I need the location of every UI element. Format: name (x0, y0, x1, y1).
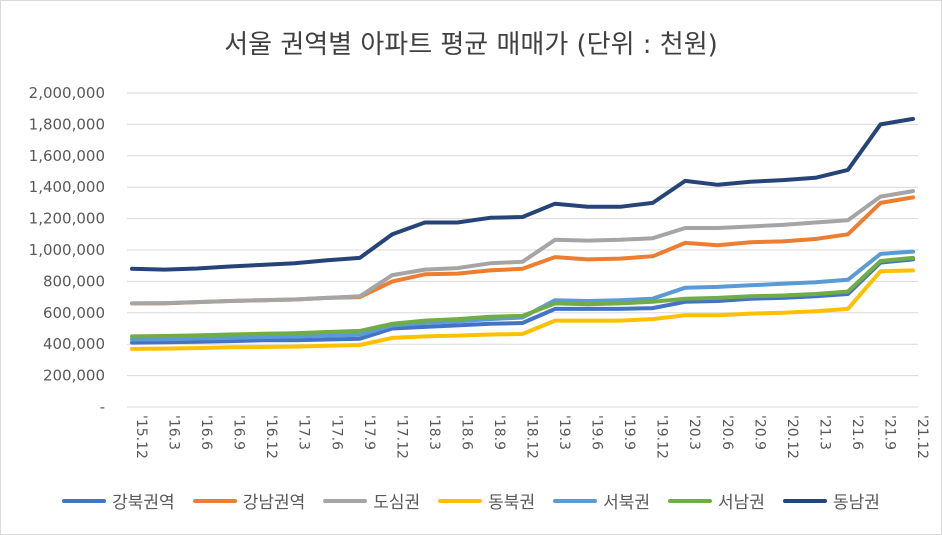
x-tick-label: '21.3 (816, 415, 832, 450)
legend-item: 도심권 (323, 488, 420, 513)
x-tick-label: '20.12 (784, 415, 800, 459)
legend-label: 서북권 (603, 493, 651, 513)
chart-title: 서울 권역별 아파트 평균 매매가 (단위 : 천원) (224, 30, 718, 60)
y-tick-label: 1,400,000 (29, 178, 105, 196)
legend-swatch (438, 498, 483, 503)
legend-item: 강남권역 (192, 488, 306, 513)
x-tick-label: '16.9 (231, 415, 247, 450)
x-tick-label: '18.3 (426, 415, 442, 450)
y-tick-label: 1,200,000 (29, 210, 105, 228)
series-line (130, 268, 915, 351)
legend-swatch (323, 498, 368, 503)
x-tick-label: '16.3 (166, 415, 182, 450)
legend-item: 동남권 (782, 488, 880, 513)
legend-swatch (668, 498, 713, 503)
x-tick-label: '18.6 (458, 415, 474, 450)
legend-label: 동남권 (832, 493, 880, 513)
series-line (130, 257, 915, 345)
x-tick-label: '16.6 (198, 415, 214, 450)
legend-label: 동북권 (488, 493, 536, 513)
legend: 강북권역 강남권역 도심권 동북권 서북권 서남권 동남권 (0, 488, 942, 513)
y-tick-label: 200,000 (43, 367, 105, 385)
legend-swatch (553, 498, 598, 503)
legend-swatch (62, 498, 107, 503)
x-tick-label: '16.12 (263, 415, 279, 459)
x-tick-label: '20.6 (719, 415, 735, 450)
y-tick-label: 1,600,000 (29, 147, 105, 165)
legend-label: 도심권 (373, 493, 421, 513)
y-tick-label: 2,000,000 (29, 84, 105, 102)
legend-item: 서남권 (668, 488, 765, 513)
legend-item: 동북권 (438, 488, 535, 513)
x-tick-label: '17.9 (361, 415, 377, 450)
y-tick-label: 400,000 (43, 335, 105, 353)
y-tick-label: 800,000 (43, 272, 105, 290)
legend-swatch (782, 498, 827, 503)
x-tick-label: '15.12 (133, 415, 149, 459)
legend-item: 서북권 (553, 488, 650, 513)
x-tick-label: '17.6 (328, 415, 344, 450)
x-tick-label: '19.3 (556, 415, 572, 450)
y-tick-label: 600,000 (43, 304, 105, 322)
x-tick-label: '19.6 (589, 415, 605, 450)
series-line (130, 116, 915, 272)
x-tick-label: '18.12 (524, 415, 540, 459)
legend-label: 강북권역 (112, 493, 175, 513)
series-line (130, 189, 915, 306)
y-tick-label: - (100, 398, 105, 416)
x-tick-label: '19.12 (654, 415, 670, 459)
y-tick-label: 1,800,000 (29, 115, 105, 133)
x-tick-label: '17.12 (393, 415, 409, 459)
x-tick-label: '20.3 (686, 415, 702, 450)
x-tick-label: '17.3 (296, 415, 312, 450)
series-line (130, 255, 915, 339)
legend-swatch (192, 498, 237, 503)
x-tick-label: '19.9 (621, 415, 637, 450)
x-tick-label: '18.9 (491, 415, 507, 450)
legend-label: 서남권 (718, 493, 765, 513)
x-tick-label: '20.9 (751, 415, 767, 450)
legend-item: 강북권역 (62, 488, 175, 513)
legend-label: 강남권역 (242, 493, 306, 513)
x-tick-label: '21.12 (914, 415, 930, 459)
x-tick-label: '21.6 (849, 415, 865, 450)
y-tick-label: 1,000,000 (29, 241, 105, 259)
x-tick-label: '21.9 (881, 415, 897, 450)
